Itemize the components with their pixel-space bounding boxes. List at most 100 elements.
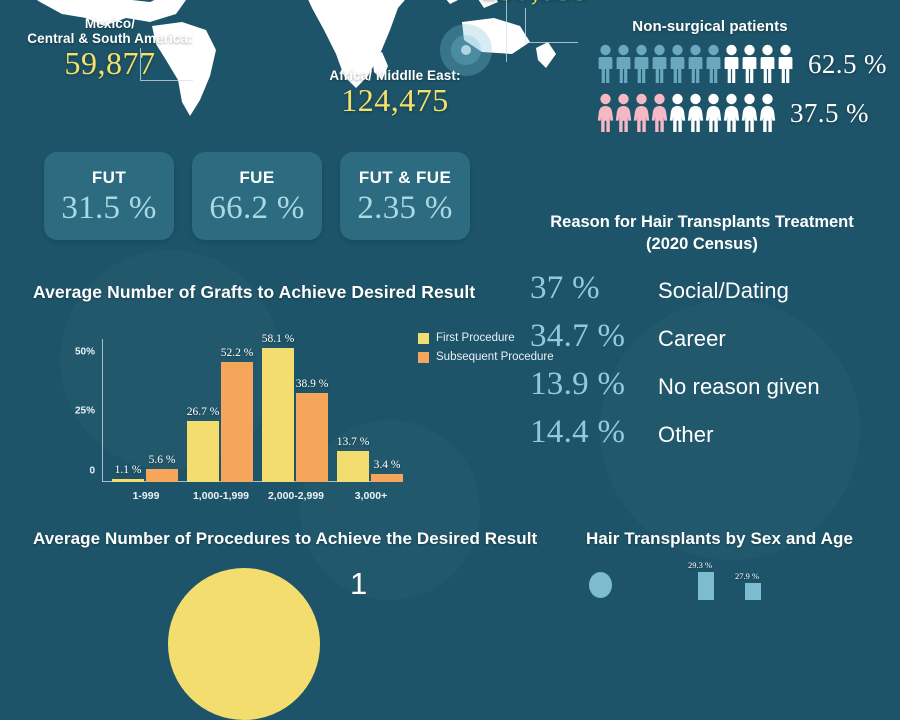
- sex-age-bar-label: 27.9 %: [735, 571, 760, 581]
- sex-age-chart-title: Hair Transplants by Sex and Age: [586, 529, 853, 548]
- female-figure-icon: [741, 93, 758, 132]
- male-figure-icon: [760, 44, 775, 83]
- reason-section-title: Reason for Hair Transplants Treatment (2…: [512, 211, 892, 256]
- map-value-africa: 124,475: [341, 82, 449, 119]
- female-figure-icon: [669, 93, 686, 132]
- male-figure-icon: [616, 44, 631, 83]
- bar-value-label: 3.4 %: [373, 459, 401, 472]
- reason-item: 13.9 % No reason given: [530, 368, 900, 401]
- male-figure-icon: [670, 44, 685, 83]
- legend-label: Subsequent Procedure: [436, 351, 554, 363]
- reason-label: Other: [658, 422, 714, 447]
- reason-value: 37 %: [530, 270, 600, 306]
- reason-title-line1: Reason for Hair Transplants Treatment: [550, 213, 854, 231]
- legend-label: First Procedure: [436, 332, 515, 344]
- technique-card-fut[interactable]: FUT 31.5 %: [44, 152, 174, 240]
- female-figure-icon: [687, 93, 704, 132]
- grafts-legend: First Procedure Subsequent Procedure: [418, 332, 554, 370]
- reason-value: 13.9 %: [530, 366, 626, 402]
- map-label-mexico-line2: Central & South America:: [27, 31, 193, 47]
- legend-item[interactable]: First Procedure: [418, 332, 554, 344]
- reason-list: 37 % Social/Dating 34.7 % Career 13.9 % No re…: [530, 272, 900, 464]
- reason-item: 14.4 % Other: [530, 416, 900, 449]
- female-figure-icon: [615, 93, 632, 132]
- map-leader-asia: [525, 8, 578, 43]
- x-axis-label: 2,000-2,999: [267, 490, 325, 502]
- map-label-africa-caption: Africa/ Middlle East:: [329, 68, 461, 83]
- sex-age-bar-label: 29.3 %: [688, 560, 713, 570]
- reason-label: Social/Dating: [658, 278, 789, 303]
- female-figure-icon: [633, 93, 650, 132]
- reason-title-line2: (2020 Census): [646, 235, 758, 254]
- male-percent: 62.5 %: [808, 48, 887, 79]
- technique-card-value: 66.2 %: [209, 189, 305, 226]
- reason-item: 34.7 % Career: [530, 320, 900, 353]
- map-value-mexico: 59,877: [64, 45, 156, 82]
- procedures-pie-chart: [168, 568, 320, 720]
- map-markers: [440, 24, 492, 76]
- bar-group: 26.7 % 52.2 %: [187, 339, 253, 482]
- map-value-asia: 230,833: [440, 0, 630, 5]
- female-figure-icon: [651, 93, 668, 132]
- female-patients-row: 37.5 %: [575, 93, 900, 133]
- sex-age-bar: [745, 583, 761, 600]
- sex-age-bar-chart: 29.3 % 27.9 %: [688, 556, 840, 600]
- x-axis-label: 3,000+: [354, 490, 388, 502]
- reason-value: 34.7 %: [530, 318, 626, 354]
- male-figure-icon: [706, 44, 721, 83]
- x-axis-label: 1,000-1,999: [192, 490, 250, 502]
- bar-first-procedure: 58.1 %: [262, 333, 294, 482]
- bar-value-label: 1.1 %: [114, 464, 142, 477]
- bar-value-label: 5.6 %: [148, 454, 176, 467]
- world-map: [0, 0, 640, 120]
- male-figure-icon: [742, 44, 757, 83]
- bar-group: 1.1 % 5.6 %: [112, 339, 178, 482]
- grafts-plot-area: 0 25% 50% 1.1 % 5.6 % 26.7 % 52.2 % 58.1 % 38.9…: [75, 333, 403, 502]
- sex-age-legend-dot: [589, 572, 612, 598]
- map-leader-africa: [506, 0, 507, 62]
- technique-card-value: 31.5 %: [61, 189, 157, 226]
- male-figure-icon: [598, 44, 613, 83]
- continents: [37, 0, 556, 116]
- bar-first-procedure: 13.7 %: [337, 436, 369, 482]
- male-figure-icon: [724, 44, 739, 83]
- bar-subsequent-procedure: 5.6 %: [146, 454, 178, 482]
- bar-value-label: 52.2 %: [220, 346, 254, 359]
- male-figure-icon: [778, 44, 793, 83]
- male-figure-group: [575, 44, 794, 84]
- female-figure-icon: [759, 93, 776, 132]
- male-figure-icon: [688, 44, 703, 83]
- technique-card-value: 2.35 %: [357, 189, 453, 226]
- bar-value-label: 58.1 %: [261, 333, 295, 346]
- world-map-svg: [37, 0, 556, 116]
- bar-first-procedure: 1.1 %: [112, 464, 144, 482]
- procedures-center-number: 1: [350, 566, 368, 601]
- technique-card-title: FUT: [91, 167, 127, 187]
- legend-swatch: [418, 332, 429, 344]
- male-figure-icon: [634, 44, 649, 83]
- reason-label: No reason given: [658, 374, 820, 399]
- male-patients-row: 62.5 %: [575, 44, 900, 84]
- legend-item[interactable]: Subsequent Procedure: [418, 351, 554, 363]
- y-axis-tick: 50%: [74, 346, 95, 358]
- map-label-africa: Africa/ Middlle East: 124,475: [300, 68, 490, 116]
- bar-group: 58.1 % 38.9 %: [262, 333, 328, 482]
- bar-first-procedure: 26.7 %: [187, 406, 219, 482]
- bar-group: 13.7 % 3.4 %: [337, 339, 403, 482]
- reason-value: 14.4 %: [530, 414, 626, 450]
- grafts-chart-title: Average Number of Grafts to Achieve Desi…: [33, 282, 476, 302]
- technique-card-fue[interactable]: FUE 66.2 %: [192, 152, 322, 240]
- procedures-chart-title: Average Number of Procedures to Achieve …: [33, 529, 538, 548]
- map-label-mexico-line1: Mexico/: [84, 16, 136, 31]
- technique-card-fut-fue[interactable]: FUT & FUE 2.35 %: [340, 152, 470, 240]
- y-axis-tick: 25%: [74, 405, 95, 417]
- bar-subsequent-procedure: 38.9 %: [296, 378, 328, 482]
- female-figure-icon: [723, 93, 740, 132]
- non-surgical-patients-title: Non-surgical patients: [632, 18, 788, 35]
- y-axis-tick: 0: [89, 465, 95, 477]
- bar-value-label: 38.9 %: [295, 377, 329, 390]
- map-label-asia: 230,833: [440, 0, 630, 5]
- female-figure-icon: [597, 93, 614, 132]
- y-axis: [102, 339, 103, 482]
- grafts-bar-chart: 0 25% 50% 1.1 % 5.6 % 26.7 % 52.2 % 58.1 % 38.9…: [60, 330, 554, 505]
